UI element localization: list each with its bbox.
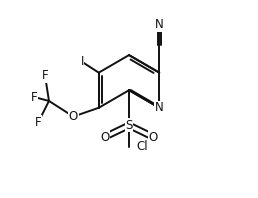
Text: O: O — [69, 110, 78, 123]
Text: N: N — [155, 18, 164, 31]
Text: I: I — [80, 55, 84, 68]
Text: N: N — [155, 101, 164, 114]
Text: O: O — [100, 130, 109, 144]
Text: S: S — [125, 119, 133, 132]
Text: F: F — [42, 69, 48, 82]
Text: F: F — [31, 90, 38, 104]
Text: O: O — [149, 130, 158, 144]
Text: Cl: Cl — [137, 140, 148, 153]
Text: F: F — [35, 116, 42, 129]
